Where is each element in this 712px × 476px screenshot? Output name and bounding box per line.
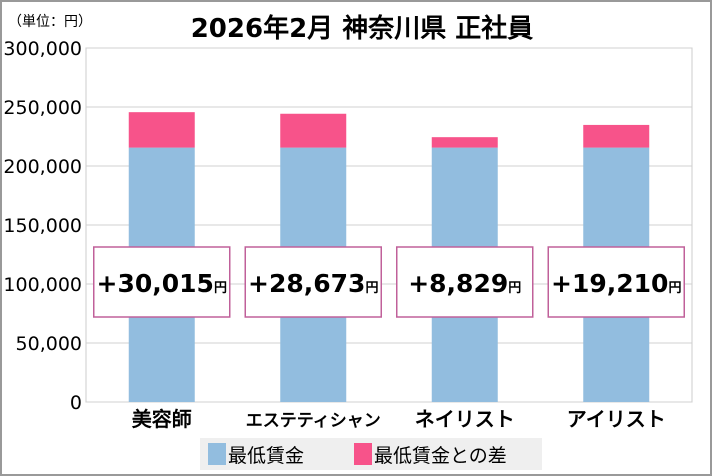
x-tick-label: エステティシャン xyxy=(246,411,381,431)
bar-difference xyxy=(583,124,650,148)
unit-label: （単位：円） xyxy=(8,14,92,30)
y-tick-label: 50,000 xyxy=(16,333,82,355)
data-label-box xyxy=(396,246,534,318)
x-tick-label: ネイリスト xyxy=(415,407,515,431)
x-tick-label: 美容師 xyxy=(132,407,192,431)
data-label-text: +28,673円 xyxy=(248,269,378,298)
data-label-box xyxy=(93,246,231,318)
y-tick-label: 150,000 xyxy=(3,215,82,237)
bar-difference xyxy=(431,137,498,148)
bar-difference xyxy=(280,113,347,148)
y-tick-label: 300,000 xyxy=(3,38,82,60)
x-tick-label: アイリスト xyxy=(567,407,666,431)
legend: 最低賃金 最低賃金との差 xyxy=(200,438,542,470)
data-label-text: +30,015円 xyxy=(97,269,227,298)
y-tick-label: 200,000 xyxy=(3,156,82,178)
y-tick-label: 100,000 xyxy=(3,274,82,296)
y-tick-label: 250,000 xyxy=(3,97,82,119)
data-label: +28,673円 xyxy=(244,246,382,318)
data-label-box xyxy=(547,246,685,318)
data-label: +19,210円 xyxy=(547,246,685,318)
data-label: +30,015円 xyxy=(93,246,231,318)
data-label-box xyxy=(244,246,382,318)
bar-difference xyxy=(128,112,195,148)
legend-label: 最低賃金との差 xyxy=(374,445,507,467)
data-label-text: +8,829円 xyxy=(408,269,521,298)
y-tick-label: 0 xyxy=(70,392,82,414)
data-label-text: +19,210円 xyxy=(551,269,681,298)
legend-label: 最低賃金 xyxy=(228,445,304,467)
legend-swatch xyxy=(354,443,372,465)
legend-swatch xyxy=(208,443,226,465)
chart-title: 2026年2月 神奈川県 正社員 xyxy=(191,13,534,44)
data-label: +8,829円 xyxy=(396,246,534,318)
